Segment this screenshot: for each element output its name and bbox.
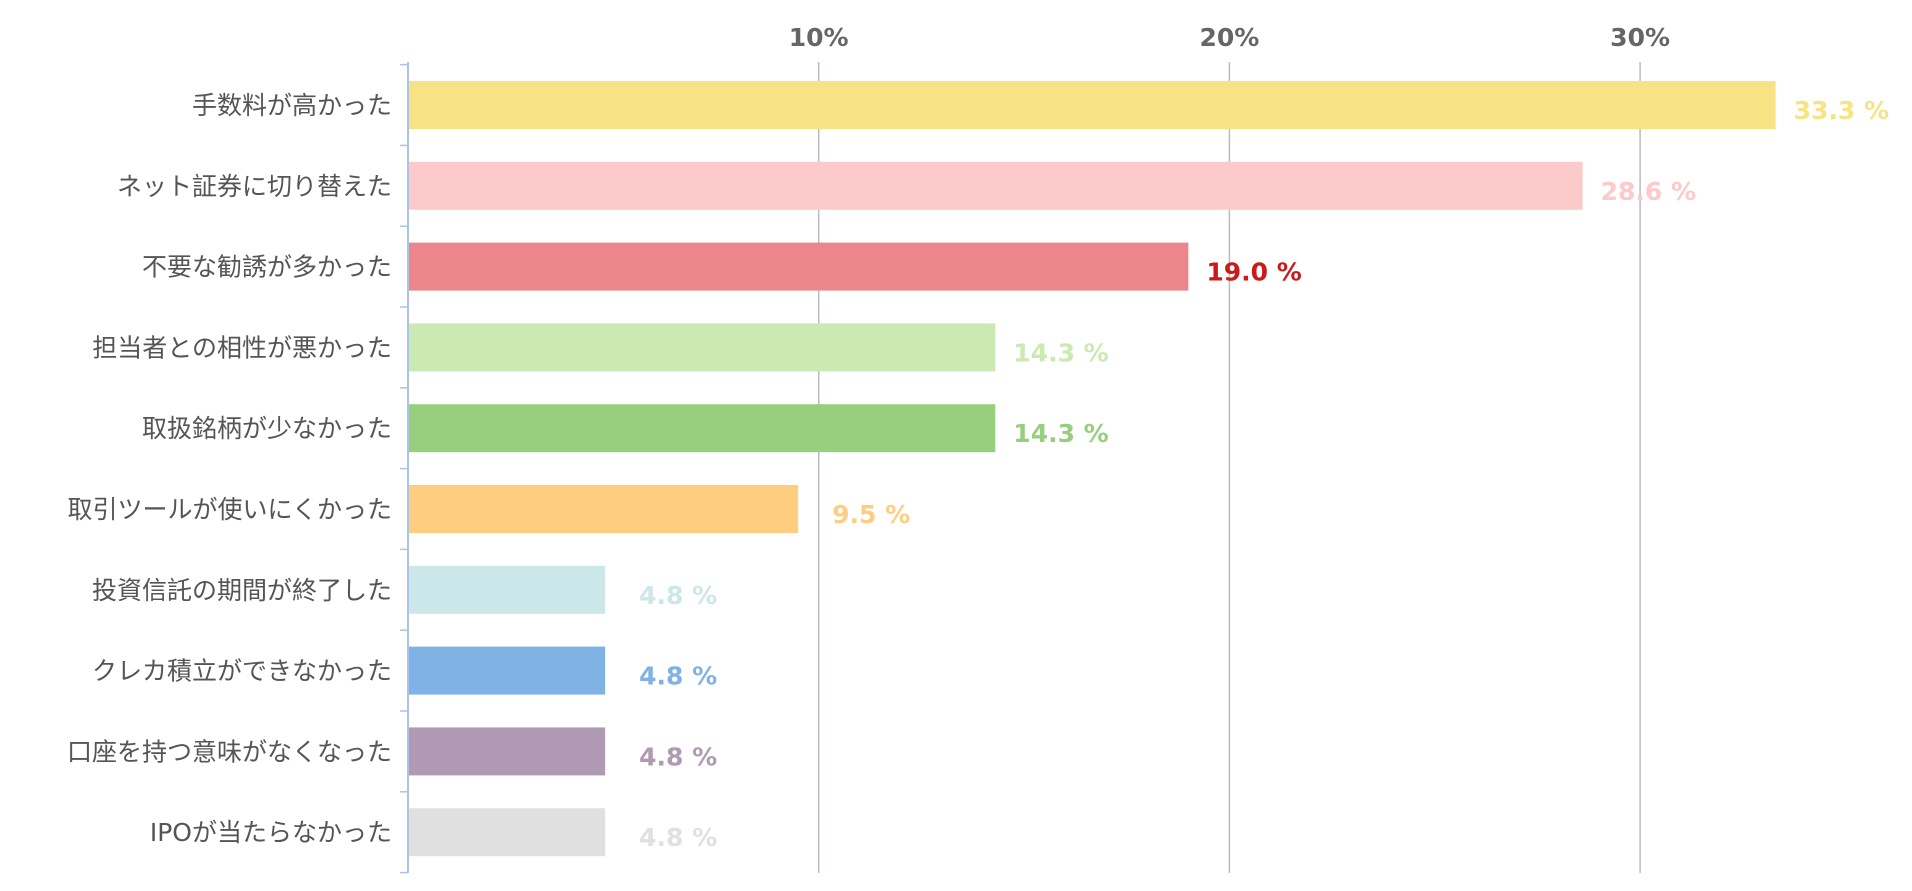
bar <box>408 646 606 695</box>
value-label: 28.6 % <box>1601 177 1696 206</box>
bar <box>408 81 1776 129</box>
value-label: 14.3 % <box>1013 419 1108 448</box>
bar <box>408 404 996 453</box>
value-label: 14.3 % <box>1013 338 1108 367</box>
bar <box>408 727 606 776</box>
bar <box>408 565 606 614</box>
bar <box>408 242 1189 291</box>
category-label: 取扱銘柄が少なかった <box>142 414 392 443</box>
value-label: 4.8 % <box>639 581 717 610</box>
value-label: 4.8 % <box>639 742 717 771</box>
value-label: 9.5 % <box>832 500 910 529</box>
axis-layer <box>400 62 409 874</box>
x-tick-label: 30% <box>1610 23 1670 52</box>
value-label: 4.8 % <box>639 823 717 852</box>
category-label: クレカ積立ができなかった <box>92 657 392 686</box>
category-label: 担当者との相性が悪かった <box>92 333 392 362</box>
bar <box>408 808 606 857</box>
value-label: 4.8 % <box>639 662 717 691</box>
category-label: 不要な勧誘が多かった <box>142 253 392 282</box>
category-label: 手数料が高かった <box>192 91 392 120</box>
category-label: ネット証券に切り替えた <box>117 172 392 201</box>
category-label: 口座を持つ意味がなくなった <box>67 737 392 766</box>
bar <box>408 485 799 533</box>
bar <box>408 323 996 372</box>
category-label: 取引ツールが使いにくかった <box>67 495 392 524</box>
bars-layer <box>408 81 1776 857</box>
bar <box>408 161 1583 210</box>
value-label: 33.3 % <box>1794 96 1889 125</box>
x-tick-label: 10% <box>789 23 849 52</box>
category-label: IPOが当たらなかった <box>150 818 392 847</box>
category-label: 投資信託の期間が終了した <box>92 576 392 605</box>
labels-layer: 10% 20% 30% 手数料が高かった 33.3 % ネット証券に切り替えた 28.6 %… <box>67 23 1889 852</box>
x-tick-label: 20% <box>1199 23 1259 52</box>
value-label: 19.0 % <box>1206 258 1301 287</box>
